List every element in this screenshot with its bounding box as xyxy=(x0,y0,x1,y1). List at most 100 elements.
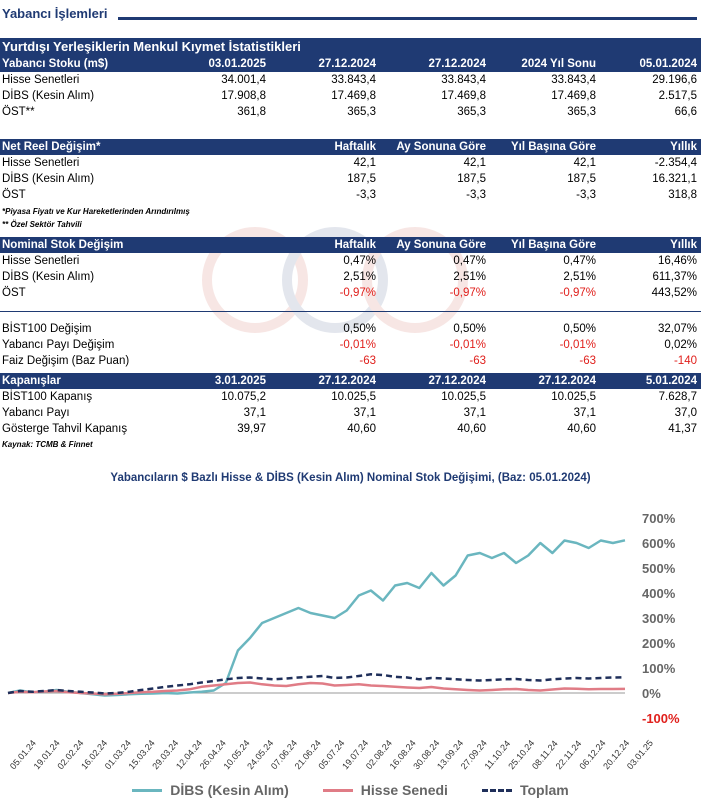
table-cell: Nominal Stok Değişim xyxy=(0,237,280,253)
table-row: Hisse Senetleri 42,1 42,1 42,1 -2.354,4 xyxy=(0,155,701,171)
table-cell: 611,37% xyxy=(652,271,697,283)
table-cell: 365,3 xyxy=(567,106,596,118)
table-cell: Yıllık xyxy=(600,139,701,155)
table-row: Faiz Değişim (Baz Puan) -63 -63 -63 -140 xyxy=(0,353,701,369)
table-cell: DİBS (Kesin Alım) xyxy=(2,90,95,102)
stock-header-row: Yabancı Stoku (m$) 03.01.2025 27.12.2024… xyxy=(0,56,701,72)
bist-change-table: BİST100 Değişim 0,50% 0,50% 0,50% 32,07% Yab… xyxy=(0,321,701,369)
stock-header-col: 27.12.2024 xyxy=(270,56,380,72)
table-cell: -3,3 xyxy=(356,189,376,201)
real-change-header-row: Net Reel Değişim* Haftalık Ay Sonuna Göre Y… xyxy=(0,139,701,155)
table-cell: 27.12.2024 xyxy=(270,373,380,389)
table-cell: 66,6 xyxy=(674,106,698,118)
table-cell: 37,1 xyxy=(243,407,266,419)
stock-table: Yurtdışı Yerleşiklerin Menkul Kıymet İst… xyxy=(0,38,701,120)
closings-table: Kapanışlar 3.01.2025 27.12.2024 27.12.2024 2… xyxy=(0,373,701,437)
table-cell: 365,3 xyxy=(347,106,376,118)
table-cell: 42,1 xyxy=(463,157,486,169)
divider xyxy=(0,311,701,312)
table-cell: 17.908,8 xyxy=(221,90,266,102)
table-row: DİBS (Kesin Alım) 2,51% 2,51% 2,51% 611,37% xyxy=(0,269,701,285)
page-header: Yabancı İşlemleri xyxy=(0,0,701,28)
line-chart: 700%600%500%400%300%200%100%0%-100%05.01… xyxy=(7,511,680,770)
table-cell: 187,5 xyxy=(347,173,376,185)
table-cell: Yabancı Payı xyxy=(2,407,70,419)
main-title: Yurtdışı Yerleşiklerin Menkul Kıymet İst… xyxy=(0,38,701,56)
table-row: Yabancı Payı Değişim -0,01% -0,01% -0,01% 0,… xyxy=(0,337,701,353)
table-cell: 33.843,4 xyxy=(441,74,486,86)
table-cell: 0,47% xyxy=(343,255,376,267)
table-row: ÖST** 361,8 365,3 365,3 365,3 66,6 xyxy=(0,104,701,120)
table-cell: 40,60 xyxy=(457,423,486,435)
stock-header-col: 27.12.2024 xyxy=(380,56,490,72)
stock-header-col: 03.01.2025 xyxy=(170,56,270,72)
table-cell: 3.01.2025 xyxy=(170,373,270,389)
table-cell: 37,0 xyxy=(674,407,697,419)
table-cell: -3,3 xyxy=(466,189,486,201)
table-row: Yabancı Payı 37,1 37,1 37,1 37,1 37,0 xyxy=(0,405,701,421)
table-cell: 0,50% xyxy=(453,323,486,335)
table-row: Hisse Senetleri 34.001,4 33.843,4 33.843,4 3… xyxy=(0,72,701,88)
table-row: ÖST -0,97% -0,97% -0,97% 443,52% xyxy=(0,285,701,301)
table-cell: DİBS (Kesin Alım) xyxy=(2,173,95,185)
table-cell: Yabancı Payı Değişim xyxy=(2,339,115,351)
table-cell: 2,51% xyxy=(343,271,376,283)
table-cell: 2.517,5 xyxy=(658,90,698,102)
table-cell: -3,3 xyxy=(576,189,596,201)
table-cell: -0,01% xyxy=(339,339,376,351)
table-row: DİBS (Kesin Alım) 187,5 187,5 187,5 16.321,1 xyxy=(0,171,701,187)
table-cell: Yıl Başına Göre xyxy=(490,237,600,253)
table-cell: 5.01.2024 xyxy=(600,373,701,389)
table-row: ÖST -3,3 -3,3 -3,3 318,8 xyxy=(0,187,701,203)
table-cell: 0,02% xyxy=(664,339,697,351)
table-cell: 17.469,8 xyxy=(551,90,596,102)
table-cell: BİST100 Kapanış xyxy=(2,391,93,403)
legend-item-hisse: Hisse Senedi xyxy=(322,782,448,798)
table-cell: 187,5 xyxy=(567,173,596,185)
table-cell: Hisse Senetleri xyxy=(2,255,80,267)
table-cell: 16,46% xyxy=(657,255,697,267)
table-cell: Ay Sonuna Göre xyxy=(380,237,490,253)
table-cell: Net Reel Değişim* xyxy=(0,139,280,155)
table-cell: BİST100 Değişim xyxy=(2,323,92,335)
series-line-toplam xyxy=(7,673,626,695)
table-cell: 0,47% xyxy=(563,255,596,267)
table-cell: 34.001,4 xyxy=(221,74,266,86)
table-cell: 361,8 xyxy=(237,106,266,118)
table-cell: 39,97 xyxy=(237,423,266,435)
legend-swatch xyxy=(481,788,512,792)
y-tick-label: 200% xyxy=(642,636,676,651)
legend-item-dibs: DİBS (Kesin Alım) xyxy=(132,782,289,798)
table-cell: Haftalık xyxy=(280,237,380,253)
table-cell: -0,01% xyxy=(559,339,596,351)
y-tick-label: 500% xyxy=(642,561,676,576)
table-cell: 42,1 xyxy=(353,157,376,169)
table-cell: 27.12.2024 xyxy=(490,373,600,389)
table-cell: -2.354,4 xyxy=(654,157,697,169)
table-row: Gösterge Tahvil Kapanış 39,97 40,60 40,60 40… xyxy=(0,421,701,437)
table-cell: -0,01% xyxy=(449,339,486,351)
table-cell: -0,97% xyxy=(449,287,486,299)
real-change-table: Net Reel Değişim* Haftalık Ay Sonuna Göre Y… xyxy=(0,139,701,203)
chart-legend: DİBS (Kesin Alım) Hisse Senedi Toplam xyxy=(0,782,701,798)
legend-swatch xyxy=(132,788,163,792)
table-cell: DİBS (Kesin Alım) xyxy=(2,271,95,283)
table-cell: 17.469,8 xyxy=(331,90,376,102)
table-cell: 365,3 xyxy=(457,106,486,118)
y-tick-label: -100% xyxy=(642,711,680,726)
table-cell: 2,51% xyxy=(453,271,486,283)
y-tick-label: 400% xyxy=(642,586,676,601)
table-cell: 10.025,5 xyxy=(331,391,376,403)
table-row: Hisse Senetleri 0,47% 0,47% 0,47% 16,46% xyxy=(0,253,701,269)
table-cell: 318,8 xyxy=(668,189,697,201)
table-cell: 33.843,4 xyxy=(331,74,376,86)
table-cell: 0,50% xyxy=(343,323,376,335)
stock-header-col: 05.01.2024 xyxy=(600,56,701,72)
table-cell: ÖST xyxy=(2,189,26,201)
source-note: Kaynak: TCMB & Finnet xyxy=(2,440,93,449)
chart-title: Yabancıların $ Bazlı Hisse & DİBS (Kesin… xyxy=(110,472,591,484)
table-cell: -140 xyxy=(673,355,697,367)
table-cell: 17.469,8 xyxy=(441,90,486,102)
table-cell: 40,60 xyxy=(347,423,376,435)
table-cell: Hisse Senetleri xyxy=(2,74,80,86)
